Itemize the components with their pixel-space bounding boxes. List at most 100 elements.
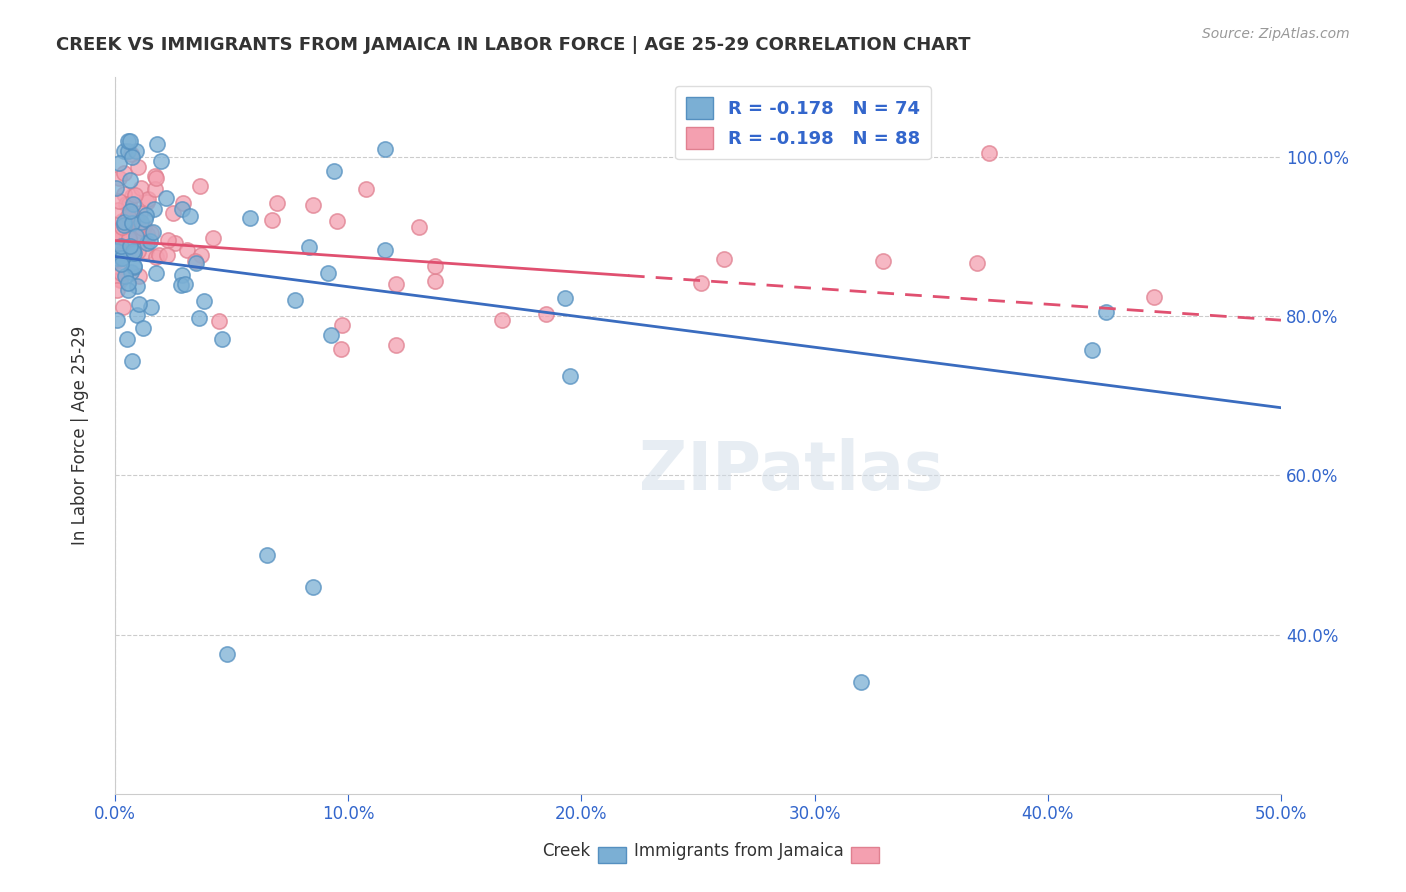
- Point: [124, 259, 146, 273]
- Point: [135, 227, 157, 241]
- Point: [132, 219, 155, 234]
- Point: [121, 197, 143, 211]
- Point: [124, 229, 146, 244]
- Point: [105, 252, 128, 266]
- Point: [256, 548, 278, 562]
- Point: [107, 202, 129, 217]
- Point: [117, 283, 139, 297]
- Point: [322, 163, 344, 178]
- Point: [111, 300, 134, 314]
- Point: [107, 248, 129, 262]
- Point: [115, 332, 138, 346]
- Point: [117, 276, 139, 290]
- Point: [1081, 343, 1104, 357]
- Point: [117, 209, 139, 223]
- Point: [385, 277, 408, 292]
- Point: [114, 218, 136, 232]
- Point: [120, 204, 142, 219]
- Point: [142, 225, 165, 239]
- Point: [136, 192, 159, 206]
- Point: [128, 296, 150, 310]
- Point: [491, 313, 513, 327]
- Point: [110, 230, 132, 244]
- Point: [120, 146, 142, 161]
- Point: [172, 196, 194, 211]
- Point: [127, 244, 149, 259]
- Point: [148, 248, 170, 262]
- Point: [284, 293, 307, 307]
- Point: [121, 150, 143, 164]
- Point: [128, 223, 150, 237]
- Point: [124, 144, 146, 158]
- Point: [112, 215, 135, 229]
- Point: [145, 170, 167, 185]
- Text: CREEK VS IMMIGRANTS FROM JAMAICA IN LABOR FORCE | AGE 25-29 CORRELATION CHART: CREEK VS IMMIGRANTS FROM JAMAICA IN LABO…: [56, 36, 970, 54]
- Point: [121, 210, 143, 224]
- Point: [146, 136, 169, 151]
- Point: [131, 221, 153, 235]
- Point: [134, 211, 156, 226]
- Point: [1095, 305, 1118, 319]
- Point: [176, 243, 198, 257]
- Point: [184, 256, 207, 270]
- Point: [108, 273, 131, 287]
- Point: [689, 276, 711, 290]
- Point: [302, 580, 325, 594]
- Point: [979, 146, 1001, 161]
- Point: [966, 256, 988, 270]
- Point: [111, 245, 134, 260]
- Point: [108, 238, 131, 252]
- Point: [129, 181, 152, 195]
- Point: [120, 265, 142, 279]
- Point: [121, 353, 143, 368]
- Point: [110, 266, 132, 280]
- Point: [201, 230, 224, 244]
- Point: [124, 187, 146, 202]
- Point: [135, 208, 157, 222]
- Point: [112, 186, 135, 201]
- Point: [118, 134, 141, 148]
- Point: [125, 229, 148, 244]
- Point: [187, 310, 209, 325]
- Point: [162, 206, 184, 220]
- Point: [211, 332, 233, 346]
- Point: [139, 234, 162, 248]
- Point: [266, 195, 288, 210]
- Point: [105, 181, 128, 195]
- Point: [125, 222, 148, 236]
- Point: [384, 338, 406, 352]
- Point: [139, 301, 162, 315]
- Point: [143, 169, 166, 184]
- Point: [142, 202, 165, 216]
- Point: [118, 197, 141, 211]
- Point: [149, 153, 172, 168]
- Point: [120, 173, 142, 187]
- Point: [107, 170, 129, 185]
- Point: [111, 252, 134, 266]
- Point: [172, 202, 194, 217]
- Point: [105, 313, 128, 327]
- Point: [239, 211, 262, 225]
- Text: Immigrants from Jamaica: Immigrants from Jamaica: [634, 842, 844, 860]
- Point: [408, 219, 430, 234]
- Point: [156, 234, 179, 248]
- Point: [110, 239, 132, 253]
- Point: [105, 244, 128, 259]
- Point: [121, 206, 143, 220]
- Point: [112, 166, 135, 180]
- Point: [156, 248, 179, 262]
- Point: [105, 254, 128, 268]
- Point: [127, 160, 149, 174]
- Point: [145, 266, 167, 280]
- Point: [155, 191, 177, 205]
- Point: [872, 253, 894, 268]
- Point: [108, 155, 131, 169]
- Point: [558, 368, 581, 383]
- Point: [174, 277, 197, 291]
- Point: [114, 269, 136, 284]
- Point: [184, 254, 207, 268]
- Point: [112, 144, 135, 158]
- Point: [143, 182, 166, 196]
- Point: [374, 243, 396, 257]
- Point: [193, 294, 215, 309]
